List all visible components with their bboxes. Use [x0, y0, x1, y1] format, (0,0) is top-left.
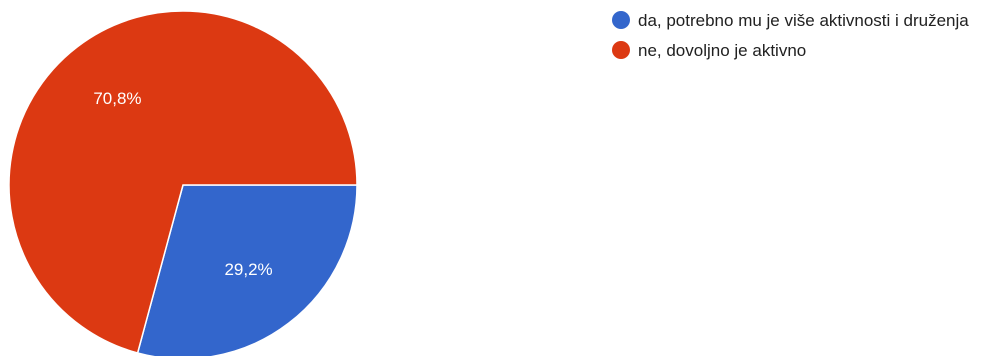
legend-swatch-no-icon: [612, 41, 630, 59]
legend-swatch-yes-icon: [612, 11, 630, 29]
legend-label-yes: da, potrebno mu je više aktivnosti i dru…: [638, 11, 969, 30]
pie-label-no: 70,8%: [93, 89, 141, 108]
legend-label-no: ne, dovoljno je aktivno: [638, 41, 807, 60]
pie-slice-no[interactable]: [8, 10, 358, 354]
pie-slice-yes[interactable]: [136, 184, 358, 356]
legend-item-no[interactable]: ne, dovoljno je aktivno: [612, 39, 1004, 62]
pie-label-yes: 29,2%: [224, 260, 272, 279]
legend-item-yes[interactable]: da, potrebno mu je više aktivnosti i dru…: [612, 9, 1004, 32]
chart-legend: da, potrebno mu je više aktivnosti i dru…: [612, 9, 1004, 69]
